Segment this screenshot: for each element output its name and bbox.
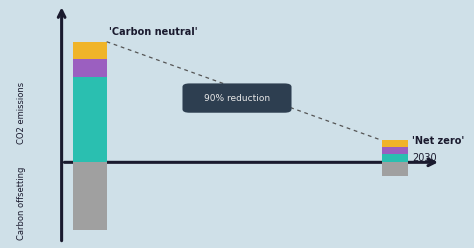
Bar [382,162,408,176]
Bar [382,154,408,162]
Text: 'Carbon neutral': 'Carbon neutral' [109,27,198,37]
Bar [73,162,107,230]
Text: 'Net zero': 'Net zero' [412,136,465,146]
Bar [73,77,107,162]
FancyBboxPatch shape [182,83,292,113]
Text: 90% reduction: 90% reduction [204,93,270,103]
Text: Carbon offsetting: Carbon offsetting [17,166,26,240]
Bar [382,147,408,154]
Text: 2030: 2030 [412,153,437,163]
Text: CO2 emissions: CO2 emissions [17,82,26,144]
Bar [382,140,408,147]
Bar [73,42,107,59]
Bar [73,59,107,77]
